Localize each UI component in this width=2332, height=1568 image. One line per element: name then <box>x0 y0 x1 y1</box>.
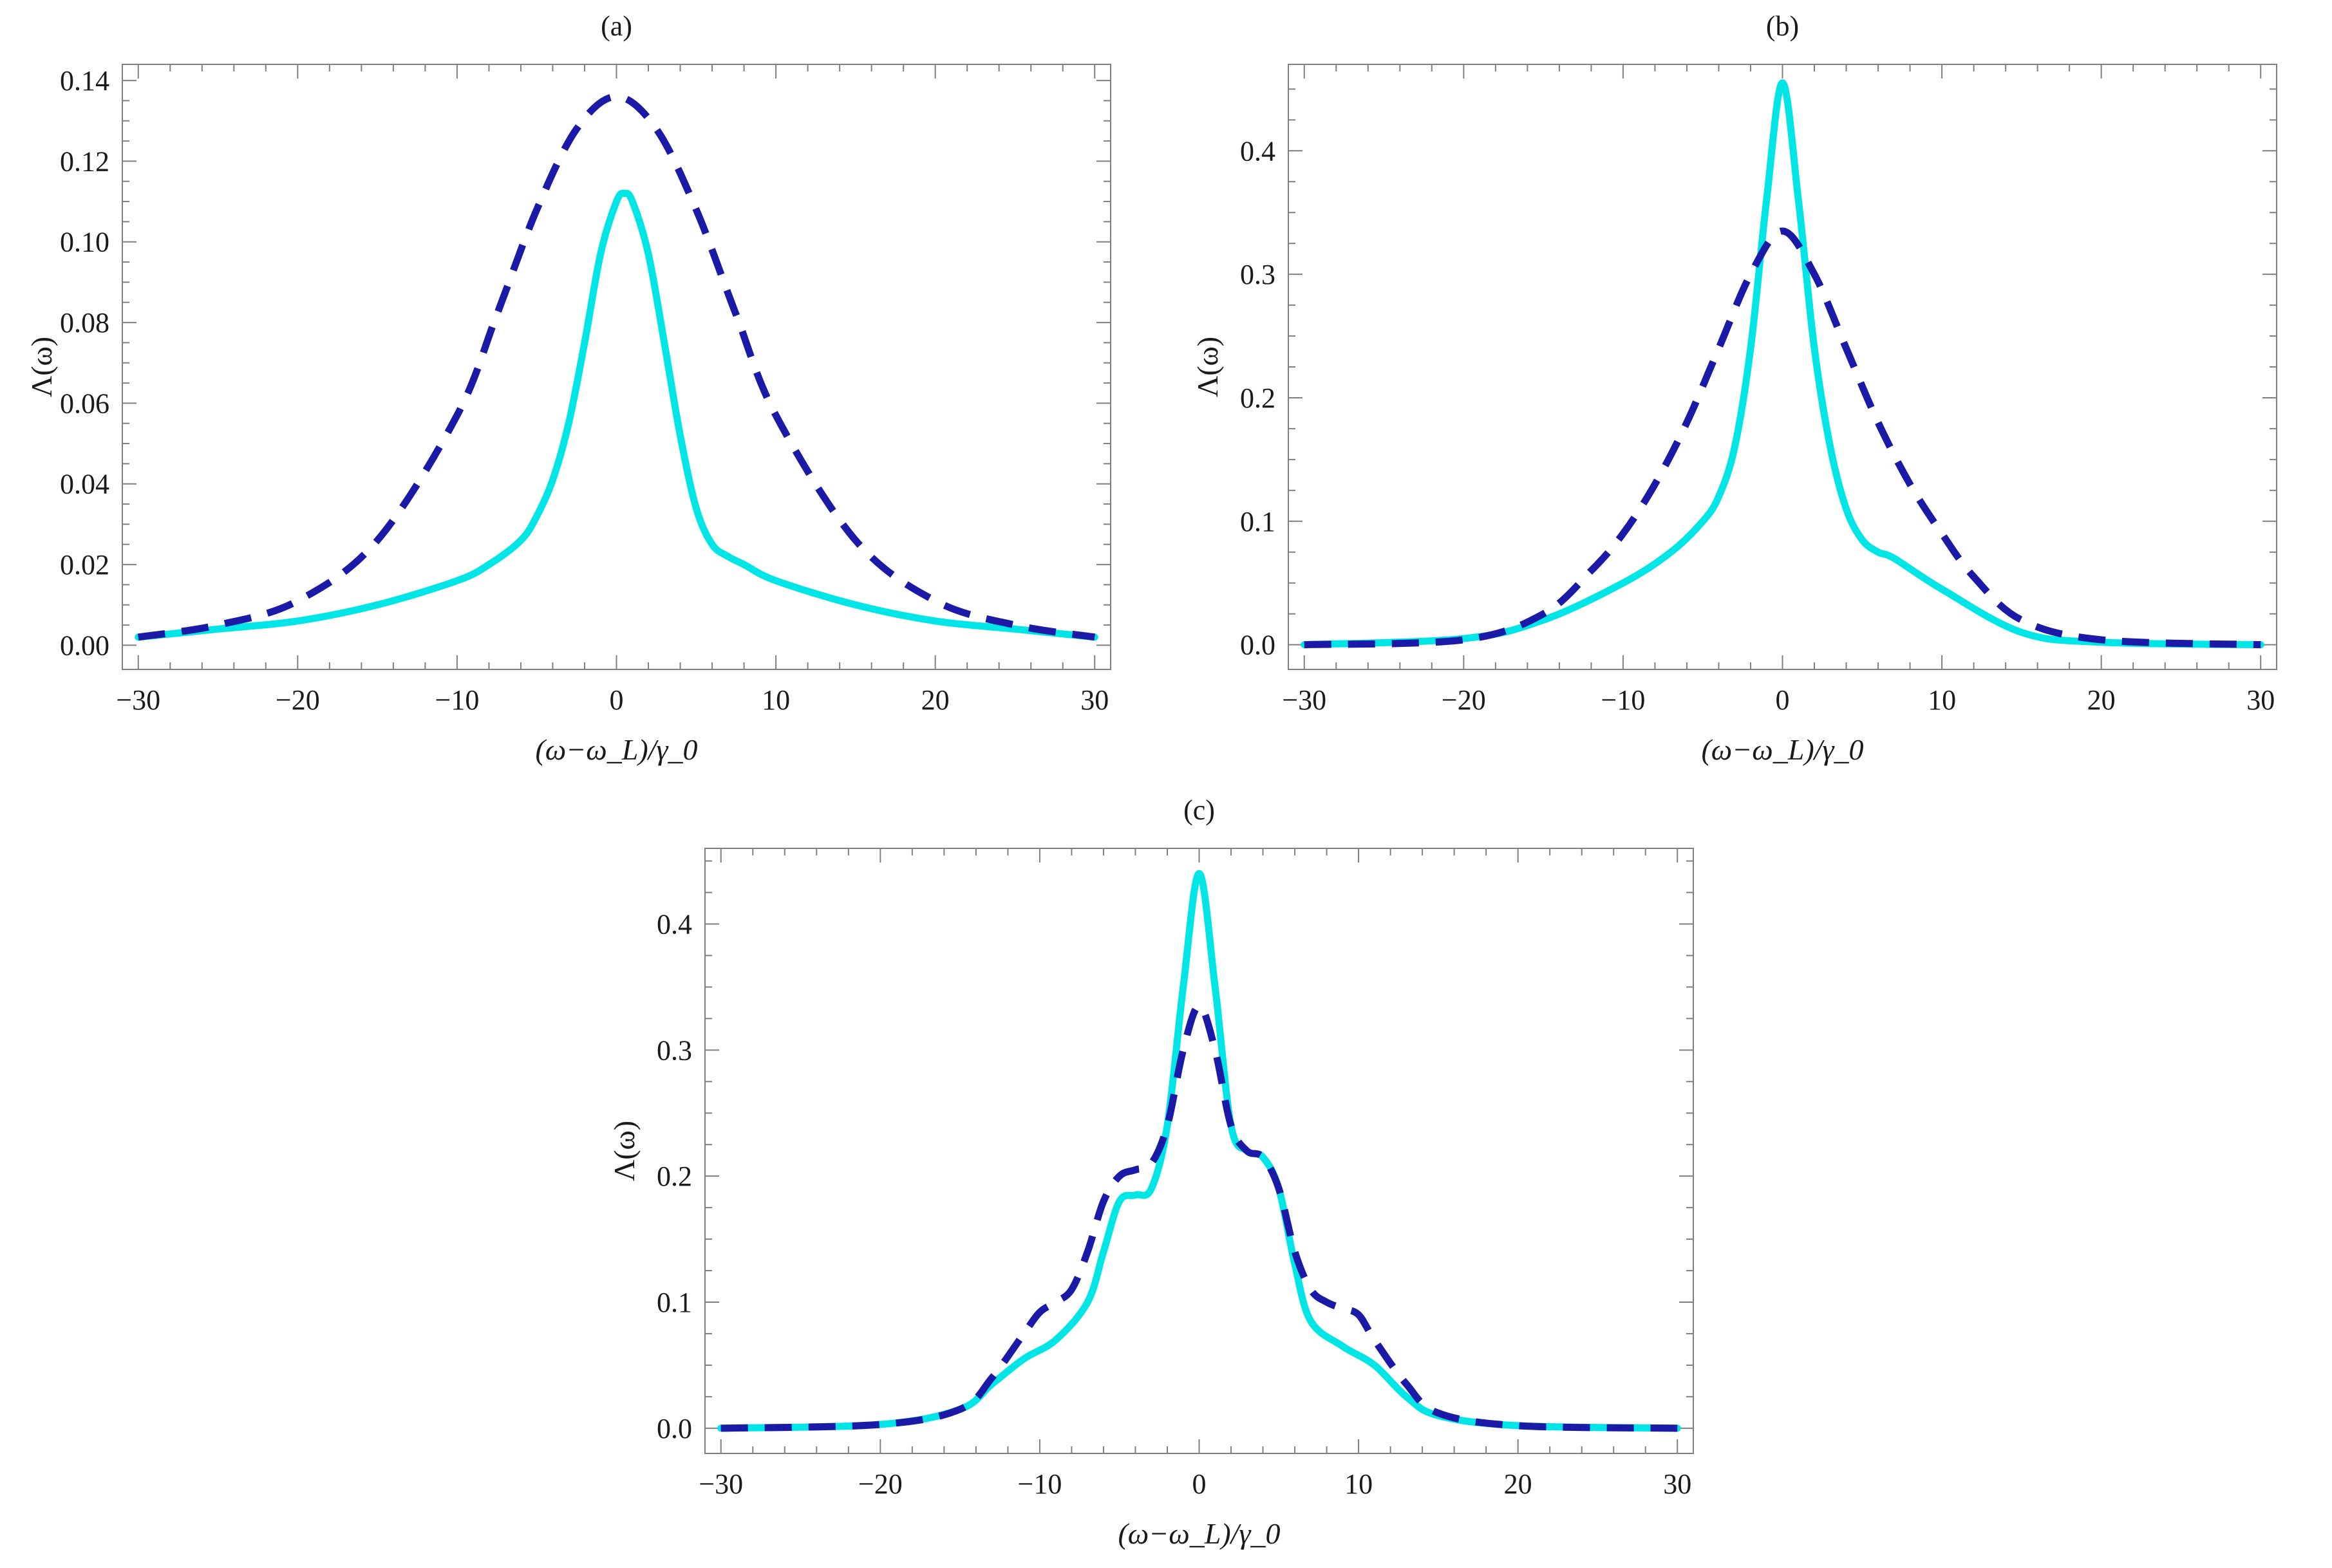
chart-a-xtick-label: −10 <box>435 684 480 716</box>
chart-c-xtick-label: 20 <box>1504 1468 1532 1500</box>
chart-b-ytick-label: 0.4 <box>1240 135 1275 167</box>
chart-a-xtick-label: −30 <box>116 684 160 716</box>
chart-b-ytick-label: 0.1 <box>1240 506 1275 537</box>
chart-a-ytick-label: 0.10 <box>60 227 109 258</box>
chart-b-svg: (b) −30 −20 −10 0 10 20 30 0.0 0.1 0.2 0.3 0.4 (ω−ω_L… <box>1191 10 2277 766</box>
chart-b-xtick-label: 10 <box>1928 684 1956 716</box>
chart-a-ytick-label: 0.02 <box>60 549 109 581</box>
chart-a-xtick-label: −20 <box>276 684 320 716</box>
chart-c-ytick-label: 0.2 <box>657 1161 692 1192</box>
chart-a-ytick-label: 0.08 <box>60 307 109 339</box>
chart-c-ytick-label: 0.3 <box>657 1034 692 1066</box>
chart-a-svg: (a) −30 −20 −10 0 10 20 30 0.00 0.02 0.04 0.06 0.08 0… <box>25 10 1111 766</box>
chart-b-ytick-label: 0.2 <box>1240 382 1275 414</box>
chart-b-xtick-label: −30 <box>1282 684 1326 716</box>
chart-panel-a: (a) −30 −20 −10 0 10 20 30 0.00 0.02 0.04 0.06 0.08 0… <box>0 0 1166 784</box>
chart-c-xtick-label: −10 <box>1018 1468 1062 1500</box>
chart-a-series-dashed <box>137 93 1096 641</box>
chart-c-title: (c) <box>1183 794 1215 826</box>
chart-a-ytick-label: 0.12 <box>60 145 109 177</box>
chart-c-series-solid <box>717 870 1681 1432</box>
chart-a-xtick-label: 10 <box>762 684 790 716</box>
chart-a-xtick-label: 0 <box>610 684 624 716</box>
chart-b-xtick-label: 0 <box>1776 684 1790 716</box>
chart-b-xtick-label: −10 <box>1601 684 1646 716</box>
chart-a-ytick-label: 0.14 <box>60 65 109 97</box>
chart-c-series-dashed <box>720 1002 1678 1432</box>
chart-b-xtick-label: 20 <box>2087 684 2116 716</box>
chart-b-series-solid <box>1301 79 2264 649</box>
chart-b-xtick-label: 30 <box>2246 684 2275 716</box>
chart-b-xtick-label: −20 <box>1442 684 1486 716</box>
chart-b-ylabel: Λ(ω) <box>1191 337 1224 397</box>
chart-b-xlabel: (ω−ω_L)/γ_0 <box>1701 733 1863 766</box>
chart-c-xtick-label: 0 <box>1192 1468 1207 1500</box>
chart-c-ylabel: Λ(ω) <box>608 1121 641 1181</box>
chart-a-ytick-label: 0.04 <box>60 469 109 500</box>
chart-a-xtick-label: 30 <box>1080 684 1109 716</box>
chart-a-xtick-label: 20 <box>921 684 950 716</box>
chart-a-xlabel: (ω−ω_L)/γ_0 <box>535 733 697 766</box>
chart-b-title: (b) <box>1766 10 1799 42</box>
chart-panel-b: (b) −30 −20 −10 0 10 20 30 0.0 0.1 0.2 0.3 0.4 (ω−ω_L… <box>1166 0 2332 784</box>
chart-b-ytick-label: 0.3 <box>1240 259 1275 290</box>
chart-c-ytick-label: 0.0 <box>657 1413 692 1444</box>
chart-a-series-solid <box>135 189 1098 641</box>
chart-c-xtick-label: 30 <box>1663 1468 1691 1500</box>
chart-c-ytick-label: 0.1 <box>657 1287 692 1318</box>
chart-a-ytick-label: 0.06 <box>60 387 109 419</box>
chart-c-xtick-label: −30 <box>699 1468 743 1500</box>
chart-a-frame <box>122 64 1111 670</box>
chart-a-ytick-label: 0.00 <box>60 630 109 661</box>
chart-c-ytick-label: 0.4 <box>657 909 692 940</box>
chart-c-frame <box>704 848 1694 1454</box>
chart-a-title: (a) <box>601 10 632 42</box>
chart-a-ylabel: Λ(ω) <box>25 337 58 397</box>
chart-c-svg: (c) −30 −20 −10 0 10 20 30 0.0 0.1 0.2 0.3 0.4 (ω−ω_L… <box>608 794 1694 1550</box>
chart-panel-c: (c) −30 −20 −10 0 10 20 30 0.0 0.1 0.2 0.3 0.4 (ω−ω_L… <box>583 784 1749 1568</box>
chart-c-xlabel: (ω−ω_L)/γ_0 <box>1118 1517 1280 1550</box>
chart-b-series-dashed <box>1304 227 2261 649</box>
chart-c-xtick-label: −20 <box>858 1468 903 1500</box>
chart-b-frame <box>1288 64 2277 670</box>
chart-b-ytick-label: 0.0 <box>1240 630 1275 661</box>
chart-c-xtick-label: 10 <box>1344 1468 1373 1500</box>
